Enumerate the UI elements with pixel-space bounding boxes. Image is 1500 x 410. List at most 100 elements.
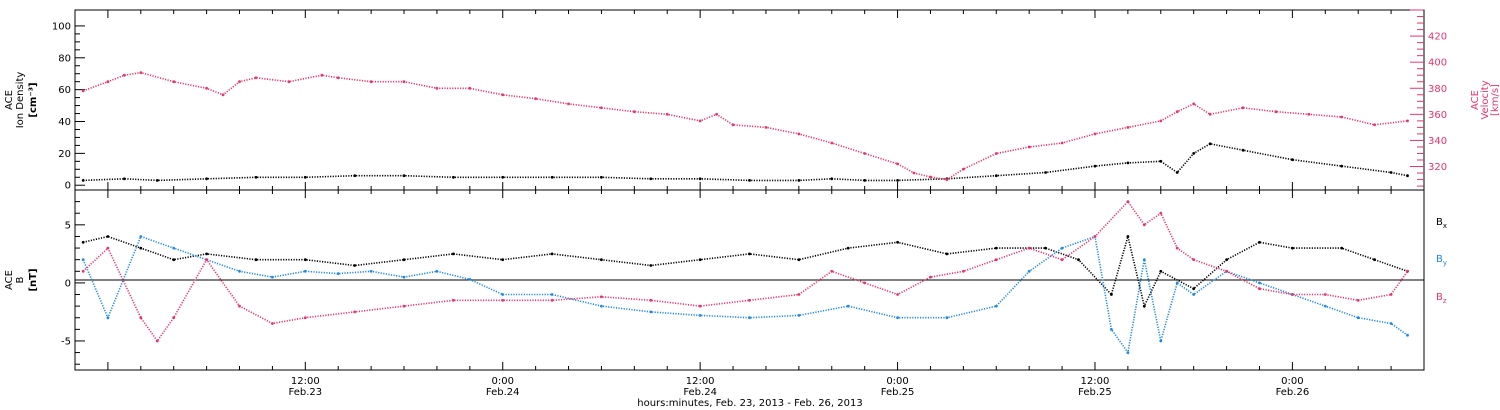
x-tick-time: 12:00: [291, 376, 320, 387]
density-point: [830, 177, 834, 181]
bz-trace: [82, 200, 1409, 343]
density-point: [205, 177, 209, 181]
velocity-unit: [km/s]: [1490, 84, 1500, 116]
density-series: [81, 142, 1409, 182]
velocity-point: [287, 80, 291, 84]
by-point: [550, 293, 554, 296]
x-tick-date: Feb.26: [1276, 387, 1310, 398]
bz-point: [353, 310, 357, 314]
bx-point: [748, 252, 751, 256]
velocity-point: [1192, 102, 1196, 106]
velocity-point: [1241, 106, 1245, 110]
density-point: [353, 174, 357, 178]
bz-point: [238, 304, 241, 308]
velocity-point: [336, 76, 340, 80]
velocity-label-line1: ACE: [1470, 90, 1481, 110]
by-point: [945, 316, 949, 320]
velocity-point: [600, 106, 603, 110]
bz-point: [452, 298, 455, 302]
density-tick-label: 60: [58, 85, 71, 96]
by-point: [748, 316, 751, 320]
bx-point: [1044, 246, 1047, 250]
bx-point: [1291, 246, 1294, 250]
bx-point: [254, 258, 258, 262]
bz-point: [797, 293, 801, 296]
x-tick-time: 12:00: [1081, 376, 1110, 387]
bx-point: [698, 258, 702, 262]
velocity-tick-label: 420: [1428, 32, 1447, 43]
bz-point: [600, 295, 603, 299]
bz-point: [106, 246, 110, 250]
by-point: [896, 316, 899, 320]
density-tick-label: 40: [58, 117, 71, 128]
bz-point: [271, 322, 274, 325]
velocity-point: [320, 73, 324, 77]
bx-point: [402, 258, 406, 262]
by-point: [238, 269, 241, 273]
bx-point: [452, 252, 455, 256]
velocity-point: [1027, 145, 1031, 149]
velocity-point: [567, 102, 570, 106]
by-point: [81, 258, 85, 262]
density-point: [1126, 161, 1130, 165]
bx-point: [1373, 258, 1376, 262]
bx-point: [1077, 258, 1080, 262]
velocity-point: [1406, 119, 1409, 123]
bx-point: [1126, 235, 1130, 238]
by-point: [994, 304, 998, 308]
bz-point: [1389, 293, 1393, 296]
by-point: [336, 272, 340, 275]
velocity-point: [929, 175, 932, 179]
by-series: [81, 235, 1409, 355]
bx-trace: [83, 233, 1408, 309]
bz-point: [1225, 269, 1228, 273]
by-point: [1060, 246, 1064, 250]
velocity-tick-label: 380: [1428, 84, 1447, 95]
x-tick-date: Feb.24: [683, 387, 717, 398]
x-tick-time: 0:00: [1281, 376, 1303, 387]
density-point: [501, 175, 505, 179]
density-point: [1093, 164, 1097, 168]
x-tick-date: Feb.25: [881, 387, 915, 398]
bx-point: [172, 258, 176, 262]
velocity-trace: [82, 71, 1408, 181]
density-point: [797, 179, 801, 182]
bx-point: [1110, 293, 1113, 296]
velocity-point: [1126, 126, 1130, 129]
by-point: [649, 310, 653, 314]
velocity-point: [1159, 119, 1163, 123]
bz-point: [1175, 246, 1179, 250]
by-point: [139, 235, 143, 238]
density-axis: 0 20 40 60 80 100: [52, 21, 85, 192]
density-point: [1340, 164, 1344, 168]
bz-point: [1192, 258, 1196, 262]
bx-point: [797, 258, 801, 262]
density-point: [1389, 171, 1393, 174]
bx-point: [139, 246, 143, 250]
density-point: [994, 174, 998, 178]
by-point: [369, 269, 373, 273]
bx-point: [550, 252, 554, 256]
by-point: [846, 304, 850, 308]
velocity-tick-label: 320: [1428, 162, 1447, 173]
velocity-point: [1175, 110, 1179, 114]
velocity-axis: 320 340 360 380 400 420: [1410, 9, 1447, 187]
x-axis-title: hours:minutes, Feb. 23, 2013 - Feb. 26, …: [637, 398, 862, 409]
bz-point: [155, 339, 159, 343]
by-point: [106, 316, 110, 320]
density-unit: [cm⁻³]: [28, 82, 39, 117]
bz-point: [205, 258, 209, 262]
density-point: [1192, 152, 1196, 155]
x-tick-time: 0:00: [886, 376, 908, 387]
density-point: [1291, 158, 1294, 162]
bx-point: [106, 235, 110, 238]
series-layer: [81, 71, 1409, 355]
b-axis: -5 0 5: [61, 189, 85, 365]
by-trace: [82, 235, 1408, 355]
bx-point: [1192, 287, 1196, 291]
bz-point: [550, 298, 554, 302]
density-point: [1241, 148, 1245, 152]
b-tick-label: 5: [65, 220, 71, 231]
bz-point: [501, 298, 505, 302]
